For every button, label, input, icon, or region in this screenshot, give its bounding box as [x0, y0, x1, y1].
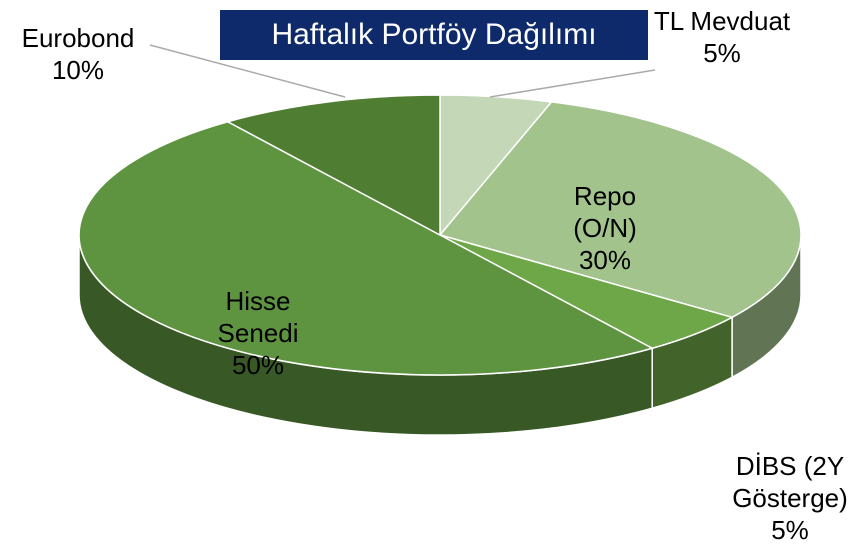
category-label: TL Mevduat	[653, 6, 791, 36]
value-label: 5%	[703, 38, 741, 68]
slice	[79, 120, 655, 376]
leader-line	[149, 44, 346, 98]
data-label: Eurobond 10%	[0, 22, 163, 86]
value-label: 10%	[51, 55, 105, 85]
category-label: Eurobond	[21, 23, 135, 53]
category-label: DİBS (2Y Gösterge)	[732, 451, 848, 513]
slice	[225, 94, 441, 237]
slice	[438, 101, 802, 319]
leader-line	[489, 69, 656, 98]
chart-title: Haftalık Portföy Dağılımı	[220, 10, 648, 60]
data-label: DİBS (2Y Gösterge) 5%	[715, 450, 864, 546]
data-label: Repo (O/N) 30%	[545, 180, 665, 276]
value-label: 50%	[231, 350, 285, 380]
category-label: Hisse Senedi	[217, 286, 299, 348]
category-label: Repo (O/N)	[573, 181, 637, 243]
value-label: 30%	[578, 245, 632, 275]
data-label: Hisse Senedi 50%	[183, 285, 333, 381]
data-label: TL Mevduat 5%	[647, 5, 797, 69]
value-label: 5%	[771, 515, 809, 545]
